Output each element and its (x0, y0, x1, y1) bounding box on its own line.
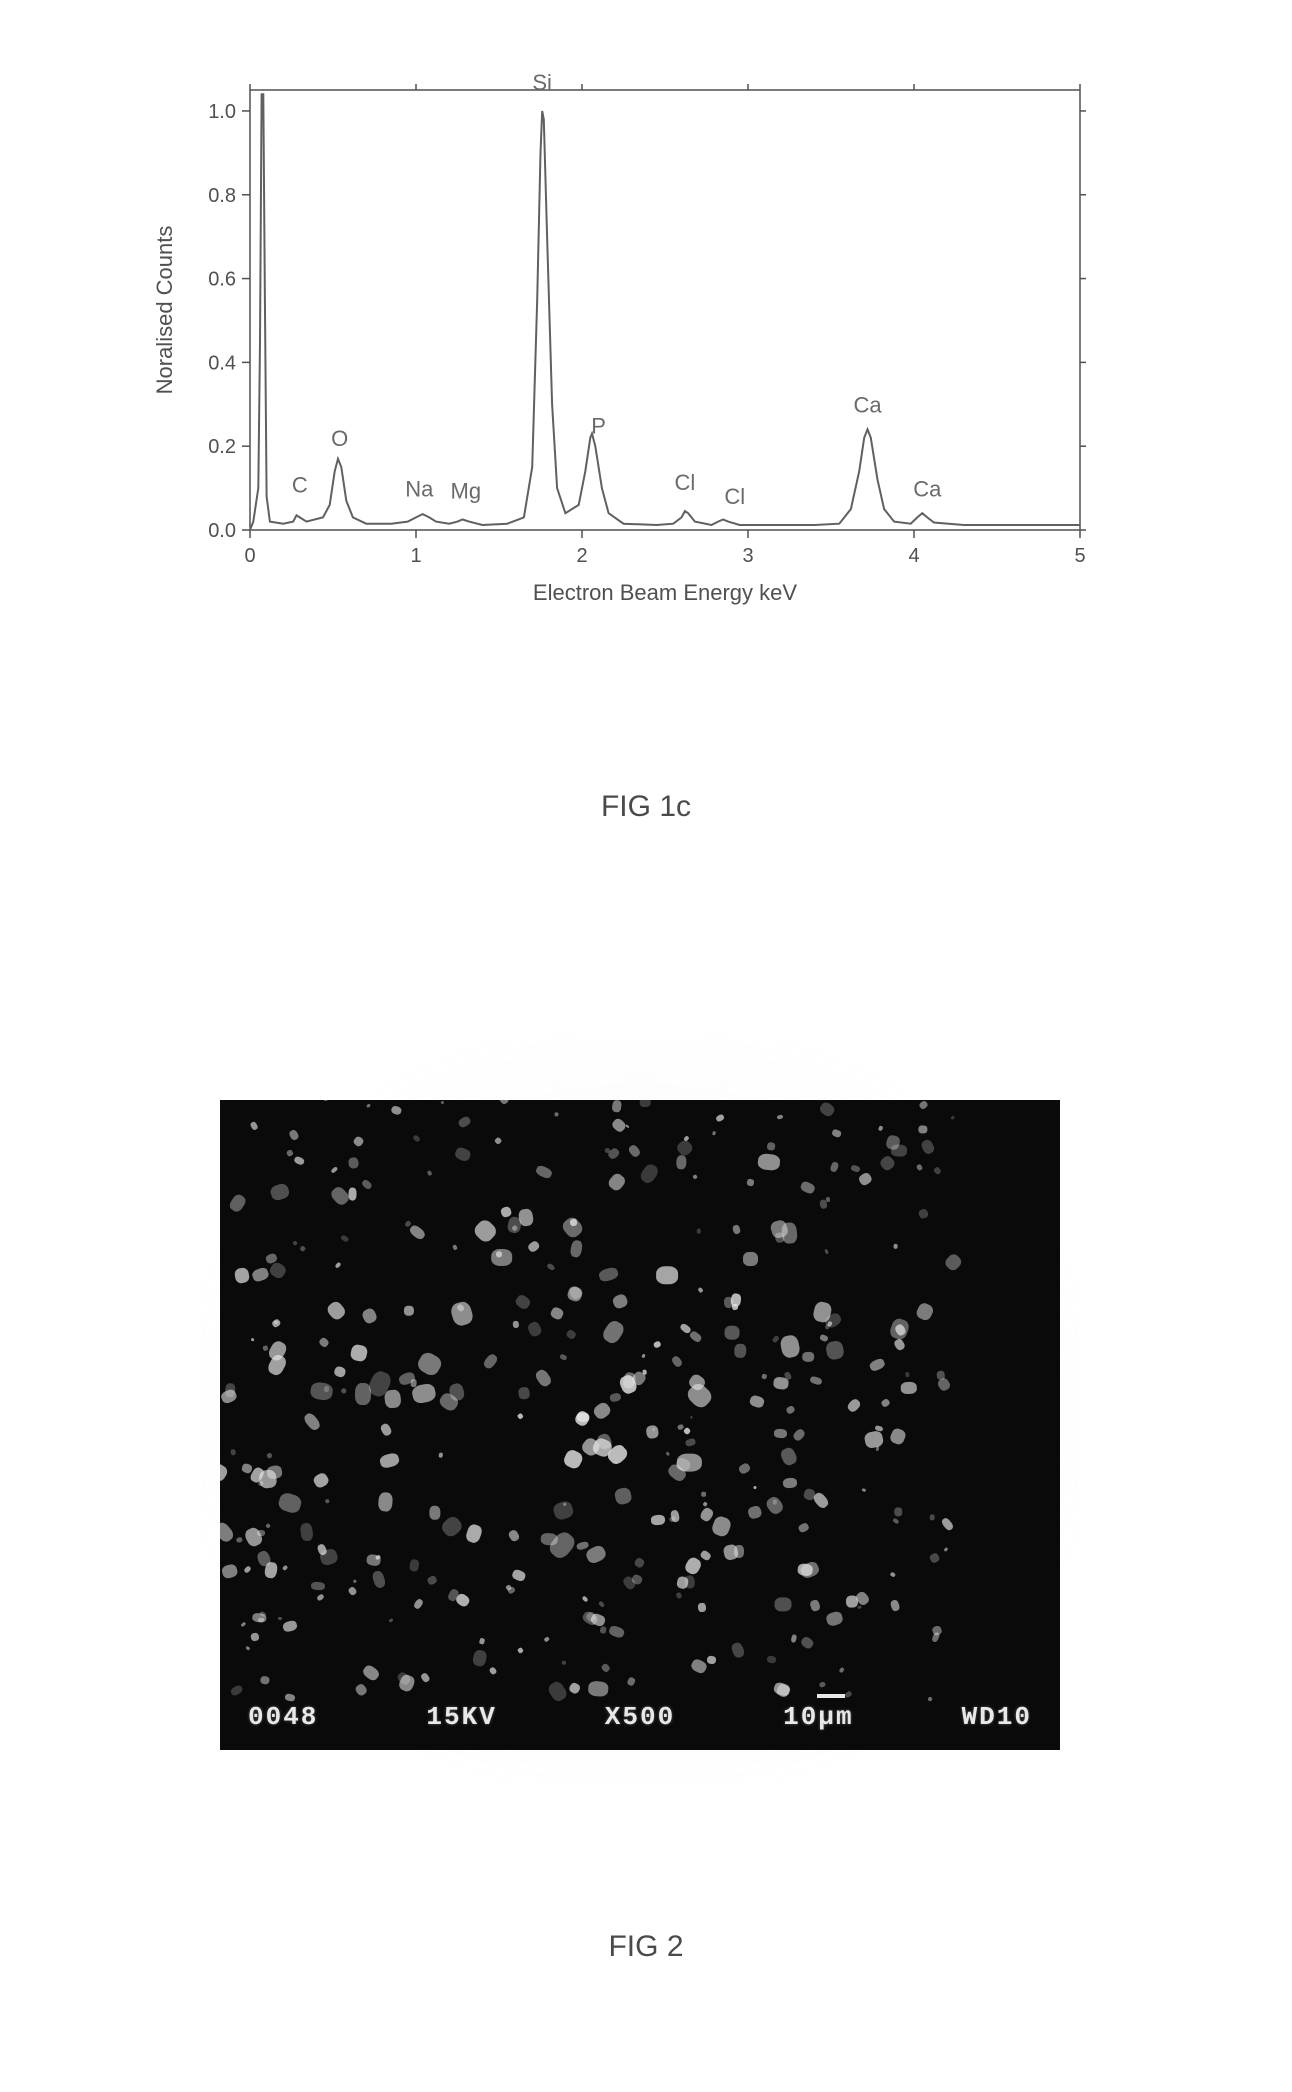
sem-scalebar (817, 1694, 845, 1698)
sem-id: 0048 (248, 1702, 318, 1732)
sem-magnification: X500 (605, 1702, 675, 1732)
sem-image: 0048 15KV X500 10µm WD10 (220, 1100, 1060, 1750)
svg-text:P: P (591, 414, 606, 439)
figure-2-caption: FIG 2 (0, 1930, 1292, 1964)
svg-text:O: O (331, 426, 348, 451)
svg-text:Si: Si (532, 70, 552, 95)
sem-scale: 10µm (783, 1702, 853, 1732)
svg-text:Cl: Cl (675, 470, 696, 495)
figure-1c-caption: FIG 1c (0, 790, 1292, 824)
svg-text:Electron Beam Energy keV: Electron Beam Energy keV (533, 580, 797, 605)
svg-text:5: 5 (1074, 545, 1085, 567)
svg-text:0: 0 (244, 545, 255, 567)
svg-text:0.6: 0.6 (208, 269, 236, 291)
svg-text:Noralised Counts: Noralised Counts (152, 226, 177, 395)
svg-text:1.0: 1.0 (208, 101, 236, 123)
svg-text:0.2: 0.2 (208, 436, 236, 458)
svg-text:0.4: 0.4 (208, 352, 236, 374)
svg-text:0.0: 0.0 (208, 520, 236, 542)
svg-text:0.8: 0.8 (208, 185, 236, 207)
sem-micrograph: 0048 15KV X500 10µm WD10 (200, 1040, 1080, 1780)
sem-overlay-text: 0048 15KV X500 10µm WD10 (220, 1702, 1060, 1732)
svg-text:3: 3 (742, 545, 753, 567)
svg-text:C: C (292, 472, 308, 497)
svg-text:1: 1 (410, 545, 421, 567)
svg-text:2: 2 (576, 545, 587, 567)
svg-text:Ca: Ca (913, 476, 942, 501)
sem-wd: WD10 (962, 1702, 1032, 1732)
svg-text:Mg: Mg (451, 479, 482, 504)
sem-voltage: 15KV (426, 1702, 496, 1732)
chart-svg: 0 1 2 3 4 5 0.0 0.2 0.4 0.6 0.8 1.0 Electron Beam En… (140, 60, 1100, 620)
svg-text:Ca: Ca (853, 393, 882, 418)
svg-text:Cl: Cl (724, 484, 745, 509)
eds-spectrum-chart: 0 1 2 3 4 5 0.0 0.2 0.4 0.6 0.8 1.0 Electron Beam En… (140, 60, 1100, 620)
svg-text:4: 4 (908, 545, 919, 567)
svg-text:Na: Na (405, 476, 434, 501)
